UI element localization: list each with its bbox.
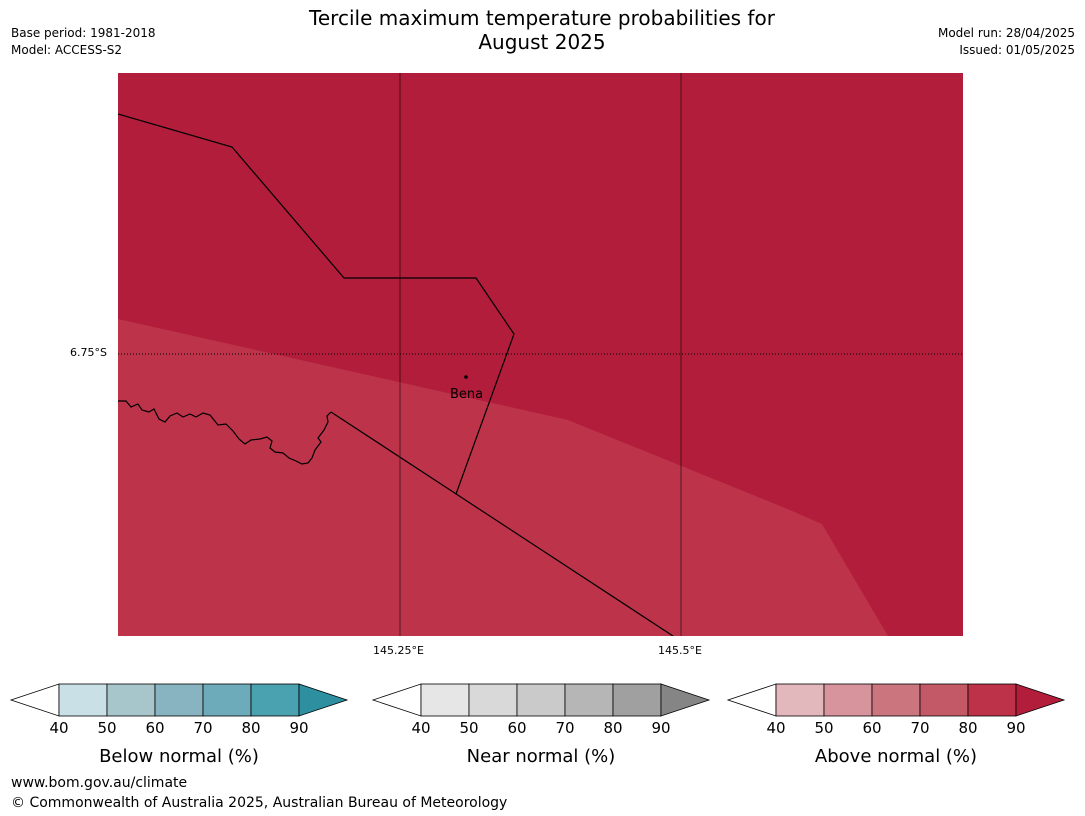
- colorbar-tick-label: 90: [651, 719, 671, 737]
- colorbar-bin: [58, 683, 108, 717]
- colorbar-tick-label: 90: [1006, 719, 1026, 737]
- colorbar-above-normal-label: Above normal (%): [814, 746, 978, 767]
- colorbar-bin: [775, 683, 825, 717]
- meta-right: Model run: 28/04/2025 Issued: 01/05/2025: [938, 25, 1075, 59]
- colorbar-tick-label: 40: [766, 719, 786, 737]
- town-marker-bena: [464, 375, 468, 379]
- colorbar-tick-label: 70: [555, 719, 575, 737]
- colorbar-tick-label: 60: [862, 719, 882, 737]
- colorbar-below-normal-scale: [9, 683, 349, 717]
- colorbar-bin-under: [726, 683, 777, 717]
- colorbar-tick-label: 40: [49, 719, 69, 737]
- colorbar-bin: [871, 683, 921, 717]
- colorbar-bin: [967, 683, 1017, 717]
- footer-url[interactable]: www.bom.gov.au/climate: [11, 775, 188, 791]
- colorbar-tick-label: 50: [459, 719, 479, 737]
- colorbar-bin: [612, 683, 662, 717]
- map-panel: [118, 73, 963, 636]
- colorbar-bin: [202, 683, 252, 717]
- model-run: Model run: 28/04/2025: [937, 26, 1075, 40]
- colorbar-tick-label: 80: [603, 719, 623, 737]
- colorbar-tick-label: 80: [241, 719, 261, 737]
- chart-title: Tercile maximum temperature probabilitie…: [242, 6, 842, 54]
- colorbar-bin: [919, 683, 969, 717]
- probability-region-light: [118, 319, 888, 636]
- footer-copyright: © Commonwealth of Australia 2025, Austra…: [11, 795, 508, 811]
- colorbar-bin: [516, 683, 566, 717]
- base-period: Base period: 1981-2018: [11, 26, 156, 40]
- colorbar-tick-label: 90: [289, 719, 309, 737]
- colorbar-tick-label: 60: [507, 719, 527, 737]
- colorbar-tick-label: 70: [193, 719, 213, 737]
- colorbar-bin: [468, 683, 518, 717]
- latitude-label: 6.75°S: [70, 346, 107, 359]
- colorbar-bin: [250, 683, 300, 717]
- colorbar-below-normal-label: Below normal (%): [99, 746, 259, 767]
- title-line-2: August 2025: [478, 30, 606, 54]
- model-name: Model: ACCESS-S2: [11, 43, 123, 57]
- colorbar-tick-label: 60: [145, 719, 165, 737]
- colorbar-near-normal-label: Near normal (%): [466, 746, 616, 767]
- longitude-label-145-25: 145.25°E: [373, 644, 424, 657]
- issued-date: Issued: 01/05/2025: [959, 43, 1075, 57]
- colorbar-tick-label: 50: [97, 719, 117, 737]
- colorbar-bin-over: [1015, 683, 1066, 717]
- title-line-1: Tercile maximum temperature probabilitie…: [309, 6, 775, 30]
- colorbar-above-normal: 40 50 60 70 80 90 Above normal (%): [726, 683, 1066, 767]
- colorbar-above-normal-ticks: 40 50 60 70 80 90: [726, 719, 1066, 737]
- colorbar-tick-label: 40: [411, 719, 431, 737]
- province-boundary-river: [118, 400, 332, 465]
- colorbar-bin: [823, 683, 873, 717]
- colorbar-tick-label: 80: [958, 719, 978, 737]
- longitude-label-145-5: 145.5°E: [658, 644, 702, 657]
- colorbar-tick-label: 50: [814, 719, 834, 737]
- colorbar-bin-over: [660, 683, 711, 717]
- colorbar-bin: [420, 683, 470, 717]
- province-boundary: [118, 113, 674, 636]
- colorbar-near-normal: 40 50 60 70 80 90 Near normal (%): [371, 683, 711, 767]
- map-canvas: [118, 73, 963, 636]
- colorbar-bin: [106, 683, 156, 717]
- colorbar-bin: [154, 683, 204, 717]
- colorbar-bin-under: [371, 683, 422, 717]
- town-label-bena: Bena: [450, 387, 484, 402]
- colorbar-above-normal-scale: [726, 683, 1066, 717]
- colorbar-below-normal-ticks: 40 50 60 70 80 90: [9, 719, 349, 737]
- colorbar-bin: [564, 683, 614, 717]
- colorbar-tick-label: 70: [910, 719, 930, 737]
- colorbar-bin-over: [298, 683, 349, 717]
- colorbar-bin-under: [9, 683, 60, 717]
- colorbar-near-normal-ticks: 40 50 60 70 80 90: [371, 719, 711, 737]
- colorbar-below-normal: 40 50 60 70 80 90 Below normal (%): [9, 683, 349, 767]
- meta-left: Base period: 1981-2018 Model: ACCESS-S2: [11, 25, 156, 59]
- colorbar-near-normal-scale: [371, 683, 711, 717]
